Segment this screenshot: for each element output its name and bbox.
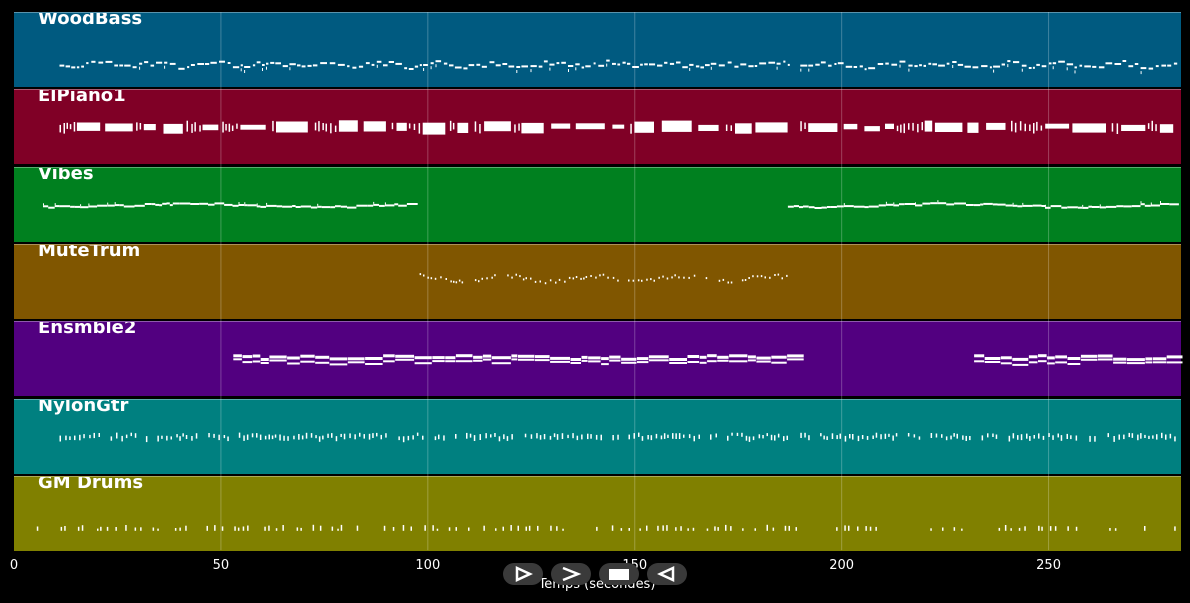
track-name: WoodBass [38,12,143,29]
time-tick-label: 100 [415,558,441,573]
track-name: MuteTrum [38,243,141,261]
forward-button[interactable] [551,563,591,585]
stop-button[interactable] [599,563,639,585]
play-button[interactable] [503,563,543,585]
track-lane: NylonGtr [14,398,1181,474]
rewind-button[interactable] [647,563,687,585]
track-lane: WoodBass [14,12,1181,87]
forward-icon [562,566,582,582]
track-name: GM Drums [38,475,144,493]
time-tick-label: 250 [1036,558,1061,573]
time-tick-label: 200 [829,558,855,573]
track-lane: ElPiano1 [14,89,1181,165]
track-lane: GM Drums [14,475,1181,551]
track-name: Vibes [38,166,94,184]
track-lane: Ensmble2 [14,321,1181,397]
play-icon [515,566,533,582]
track-lane: MuteTrum [14,243,1181,319]
track-lane: Vibes [14,166,1181,242]
track-name: Ensmble2 [38,321,137,339]
track-name: NylonGtr [38,398,129,416]
stop-icon [609,569,629,580]
time-tick-label: 50 [212,558,230,573]
time-tick-label: 0 [9,558,19,573]
track-name: ElPiano1 [38,89,126,107]
rewind-icon [657,566,675,582]
